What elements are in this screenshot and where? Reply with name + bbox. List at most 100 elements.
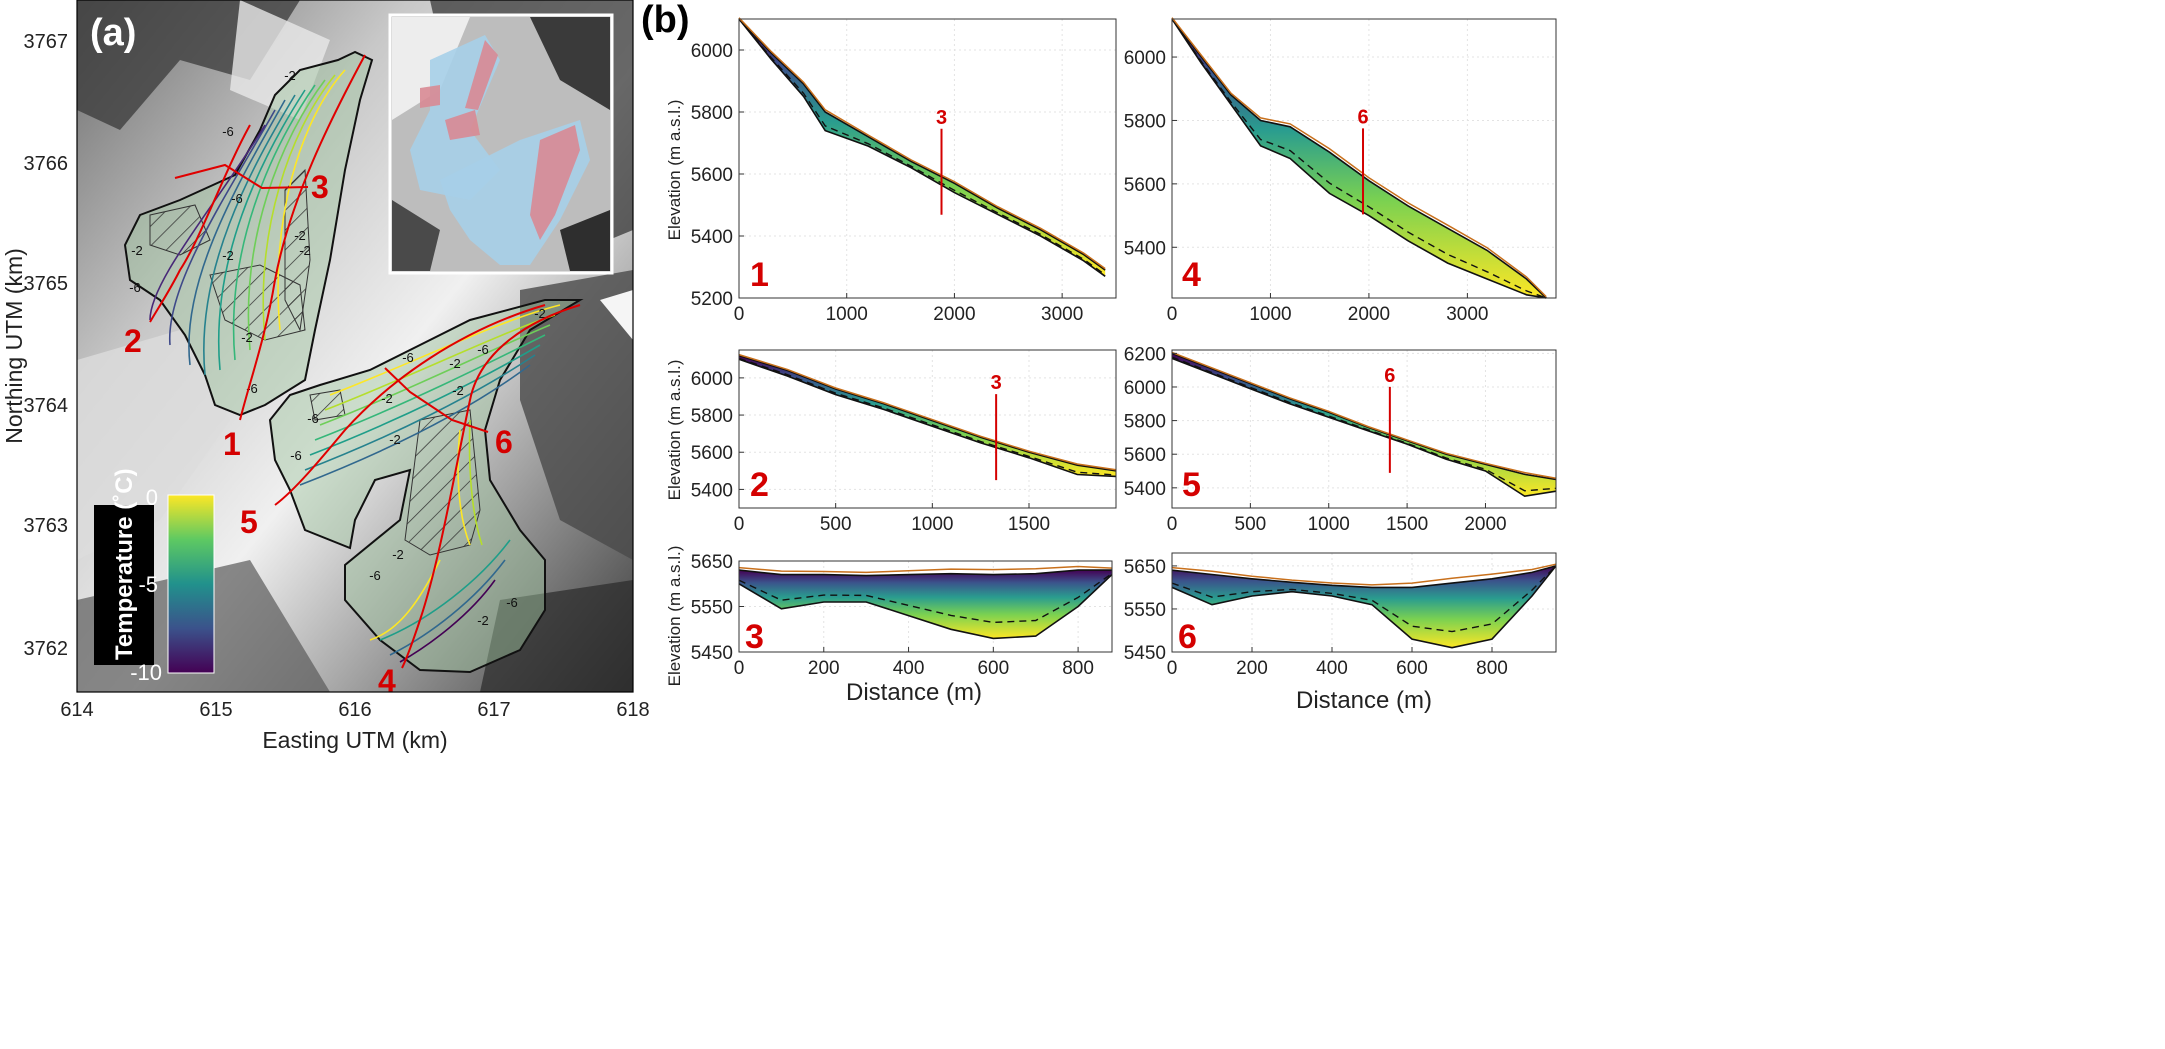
y-tick-label: 5400 bbox=[691, 227, 733, 248]
profile-1-panel-number: 1 bbox=[750, 256, 769, 294]
y-tick-label: 6000 bbox=[691, 41, 733, 62]
x-tick-label: 800 bbox=[1062, 658, 1094, 679]
x-tick-label: 200 bbox=[808, 658, 840, 679]
x-tick-label: 1000 bbox=[911, 514, 953, 535]
y-tick-label: 5600 bbox=[1124, 175, 1166, 196]
profile-4-frame bbox=[1171, 18, 1557, 299]
profile-5-axes: 6 0 500 1000 1500 2000 5400 5600 5800 6000 6200 5 bbox=[1124, 344, 1557, 535]
contour-label: -2 bbox=[477, 613, 489, 628]
profile-line-1 bbox=[239, 54, 366, 421]
x-tick-label: 800 bbox=[1476, 658, 1508, 679]
panel-a-label: (a) bbox=[90, 12, 136, 54]
map-ytick: 3765 bbox=[24, 273, 69, 295]
profile-6-reference-line bbox=[1171, 563, 1557, 586]
x-tick-label: 2000 bbox=[1464, 514, 1506, 535]
map-x-ticks: 614 615 616 617 618 bbox=[60, 699, 649, 721]
panel-b-label: (b) bbox=[641, 0, 690, 41]
y-tick-label: 5600 bbox=[1124, 445, 1166, 466]
profile-6-cts-line bbox=[1171, 565, 1557, 633]
profile-4-bed-line bbox=[1171, 18, 1547, 299]
map-x-label: Easting UTM (km) bbox=[262, 727, 447, 753]
colorbar: Temperature (˚C) 0 -5 -10 bbox=[94, 468, 215, 685]
y-tick-label: 5450 bbox=[691, 643, 733, 664]
profile-3-reference-line bbox=[738, 565, 1113, 574]
map-xtick: 615 bbox=[199, 699, 232, 721]
y-tick-label: 5600 bbox=[691, 443, 733, 464]
y-tick-label: 6000 bbox=[1124, 48, 1166, 69]
profile-5-frame bbox=[1171, 349, 1557, 509]
profile-1-marker-label: 3 bbox=[936, 107, 947, 129]
colorbar-tick: -10 bbox=[130, 660, 162, 685]
map-profile-number: 3 bbox=[311, 169, 329, 205]
y-tick-label: 6000 bbox=[691, 369, 733, 390]
profile-line-3 bbox=[174, 163, 309, 190]
contour-label: -2 bbox=[241, 330, 253, 345]
profile-1-reference-line bbox=[738, 17, 1106, 270]
profile-y-label: Elevation (m a.s.l.) bbox=[665, 546, 684, 687]
x-tick-label: 500 bbox=[1235, 514, 1267, 535]
y-tick-label: 5600 bbox=[691, 165, 733, 186]
inset-temperate-red-3 bbox=[445, 110, 480, 140]
x-tick-label: 600 bbox=[1396, 658, 1428, 679]
y-tick-label: 5550 bbox=[691, 598, 733, 619]
profile-4-cts-line bbox=[1171, 18, 1547, 299]
profile-1-cts-line bbox=[738, 18, 1106, 276]
map-profile-number: 1 bbox=[223, 426, 241, 462]
profile-x-label: Distance (m) bbox=[1296, 687, 1432, 714]
profile-2-marker-label: 3 bbox=[991, 372, 1002, 394]
contour-label: -6 bbox=[222, 124, 234, 139]
x-tick-label: 2000 bbox=[933, 304, 975, 325]
x-tick-label: 3000 bbox=[1446, 304, 1488, 325]
y-tick-label: 5200 bbox=[691, 289, 733, 310]
x-tick-label: 2000 bbox=[1348, 304, 1390, 325]
profile-lines bbox=[149, 54, 581, 669]
x-tick-label: 1000 bbox=[1308, 514, 1350, 535]
profile-4-surface-line bbox=[1171, 18, 1547, 299]
profile-6-frame bbox=[1171, 552, 1557, 653]
map-frame bbox=[76, 0, 634, 693]
map-profile-number: 4 bbox=[378, 663, 396, 699]
x-tick-label: 1500 bbox=[1008, 514, 1050, 535]
y-tick-label: 5800 bbox=[691, 103, 733, 124]
profile-3-surface-line bbox=[738, 569, 1112, 577]
profile-1-frame bbox=[738, 18, 1117, 299]
map-profile-number: 6 bbox=[495, 424, 513, 460]
contour-label: -2 bbox=[284, 68, 296, 83]
x-tick-label: 0 bbox=[1167, 304, 1178, 325]
y-tick-label: 5400 bbox=[691, 480, 733, 501]
profile-5-reference-line bbox=[1171, 351, 1557, 479]
profile-line-6 bbox=[384, 367, 489, 433]
contour-label: -6 bbox=[477, 342, 489, 357]
profile-3-axes: 0 200 400 600 800 5450 5550 5650 3 bbox=[691, 552, 1113, 679]
profile-line-4 bbox=[401, 304, 581, 669]
x-tick-label: 0 bbox=[734, 514, 745, 535]
profile-x-label: Distance (m) bbox=[846, 679, 982, 706]
profile-y-labels: Elevation (m a.s.l.) Elevation (m a.s.l.… bbox=[665, 100, 684, 687]
y-tick-label: 5400 bbox=[1124, 479, 1166, 500]
profile-4-ice-body bbox=[1172, 19, 1547, 298]
contour-label: -6 bbox=[231, 191, 243, 206]
contour-label: -2 bbox=[294, 228, 306, 243]
profile-1-surface-line bbox=[738, 18, 1106, 271]
colorbar-scale bbox=[167, 494, 215, 674]
y-tick-label: 5650 bbox=[691, 552, 733, 573]
contour-label: -6 bbox=[307, 411, 319, 426]
profile-2-bed-line bbox=[738, 358, 1117, 478]
profile-1-axes: 3 0 1000 2000 3000 5200 5400 5600 5800 6000 1 bbox=[691, 17, 1117, 325]
contour-label: -2 bbox=[299, 243, 311, 258]
profile-5-surface-line bbox=[1171, 352, 1557, 481]
y-tick-label: 6200 bbox=[1124, 344, 1166, 365]
contour-label: -6 bbox=[129, 280, 141, 295]
profile-3-panel-number: 3 bbox=[745, 618, 764, 656]
x-tick-label: 3000 bbox=[1041, 304, 1083, 325]
contour-label: -2 bbox=[389, 432, 401, 447]
contour-label: -2 bbox=[381, 391, 393, 406]
profile-6-ice-body bbox=[1172, 565, 1556, 648]
map-ytick: 3767 bbox=[24, 31, 69, 53]
map-profile-number: 2 bbox=[124, 323, 142, 359]
y-tick-label: 5550 bbox=[1124, 600, 1166, 621]
profile-5-cts-line bbox=[1171, 356, 1557, 492]
contour-label: -6 bbox=[506, 595, 518, 610]
map-xtick: 618 bbox=[616, 699, 649, 721]
